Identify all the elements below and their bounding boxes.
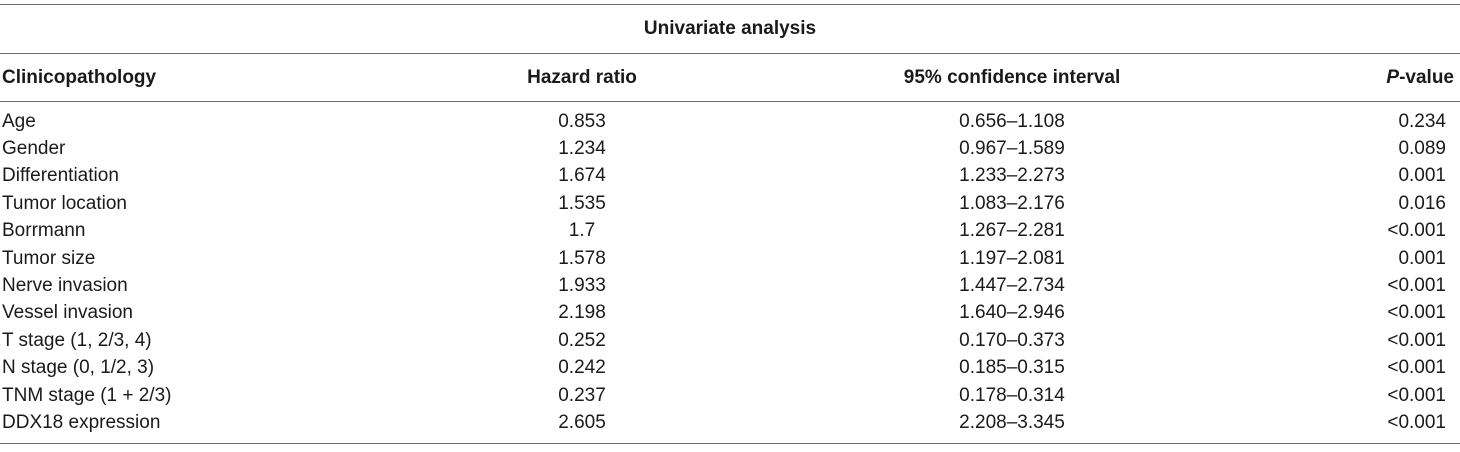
- table-row: Borrmann 1.7 1.267–2.281 <0.001: [0, 218, 1460, 245]
- table-row: Differentiation 1.674 1.233–2.273 0.001: [0, 163, 1460, 190]
- confidence-interval-cell: 1.640–2.946: [959, 302, 1065, 324]
- column-header-clinicopathology: Clinicopathology: [0, 53, 382, 102]
- row-name-cell: Gender: [2, 138, 66, 160]
- p-value-cell: 0.089: [1398, 138, 1446, 160]
- row-name-cell: Age: [2, 110, 36, 132]
- confidence-interval-cell: 2.208–3.345: [782, 409, 1242, 444]
- confidence-interval-cell: 0.178–0.314: [959, 384, 1065, 406]
- table-body: Age 0.853 0.656–1.108 0.234 Gender 1.234 0.967…: [0, 102, 1460, 444]
- hazard-ratio-cell: 1.674: [558, 165, 606, 187]
- table-row: TNM stage (1 + 2/3) 0.237 0.178–0.314 <0.00…: [0, 382, 1460, 409]
- row-name-cell: Vessel invasion: [2, 302, 133, 324]
- p-value-cell: <0.001: [1387, 302, 1446, 324]
- hazard-ratio-cell: 2.605: [382, 409, 782, 444]
- hazard-ratio-cell: 0.853: [558, 110, 606, 132]
- confidence-interval-cell: 0.170–0.373: [959, 329, 1065, 351]
- table-row: Tumor size 1.578 1.197–2.081 0.001: [0, 245, 1460, 272]
- hazard-ratio-cell: 1.578: [558, 247, 606, 269]
- row-name-cell: Tumor size: [2, 247, 96, 269]
- table-row: Nerve invasion 1.933 1.447–2.734 <0.001: [0, 272, 1460, 299]
- table-row: T stage (1, 2/3, 4) 0.252 0.170–0.373 <0.00…: [0, 327, 1460, 354]
- p-suffix: -value: [1399, 66, 1454, 88]
- group-header-row: Univariate analysis: [0, 5, 1460, 54]
- hazard-ratio-cell: 1.933: [558, 275, 606, 297]
- row-name-cell: N stage (0, 1/2, 3): [2, 357, 155, 379]
- p-value-cell: 0.016: [1398, 192, 1446, 214]
- p-value-cell: 0.001: [1398, 247, 1446, 269]
- p-value-cell: 0.234: [1398, 110, 1446, 132]
- confidence-interval-cell: 1.233–2.273: [959, 165, 1065, 187]
- table-row: N stage (0, 1/2, 3) 0.242 0.185–0.315 <0.00…: [0, 355, 1460, 382]
- table-row: Vessel invasion 2.198 1.640–2.946 <0.001: [0, 300, 1460, 327]
- confidence-interval-cell: 1.197–2.081: [959, 247, 1065, 269]
- row-name-cell: DDX18 expression: [0, 409, 382, 444]
- hazard-ratio-cell: 1.7: [568, 220, 596, 242]
- table-row: Gender 1.234 0.967–1.589 0.089: [0, 135, 1460, 162]
- top-rule: [0, 4, 1460, 5]
- row-name-cell: TNM stage (1 + 2/3): [2, 384, 172, 406]
- row-name-cell: T stage (1, 2/3, 4): [2, 329, 152, 351]
- confidence-interval-cell: 0.185–0.315: [959, 357, 1065, 379]
- table-row: Tumor location 1.535 1.083–2.176 0.016: [0, 190, 1460, 217]
- univariate-analysis-table: Univariate analysis Clinicopathology Haz…: [0, 4, 1460, 444]
- column-header-p-value: P-value: [1242, 53, 1460, 102]
- column-header-confidence-interval: 95% confidence interval: [782, 53, 1242, 102]
- p-value-cell: <0.001: [1387, 220, 1446, 242]
- p-italic: P: [1386, 66, 1400, 88]
- table-row: Age 0.853 0.656–1.108 0.234: [0, 102, 1460, 136]
- group-header: Univariate analysis: [0, 5, 1460, 54]
- confidence-interval-cell: 1.083–2.176: [959, 192, 1065, 214]
- p-value-cell: <0.001: [1387, 384, 1446, 406]
- confidence-interval-cell: 1.447–2.734: [959, 275, 1065, 297]
- confidence-interval-cell: 0.967–1.589: [959, 138, 1065, 160]
- confidence-interval-cell: 1.267–2.281: [959, 220, 1065, 242]
- p-value-cell: <0.001: [1387, 357, 1446, 379]
- column-header-hazard-ratio: Hazard ratio: [382, 53, 782, 102]
- hazard-ratio-cell: 0.242: [558, 357, 606, 379]
- hazard-ratio-cell: 1.234: [558, 138, 606, 160]
- row-name-cell: Borrmann: [2, 220, 86, 242]
- table-row: DDX18 expression 2.605 2.208–3.345 <0.001: [0, 409, 1460, 444]
- row-name-cell: Nerve invasion: [2, 275, 128, 297]
- hazard-ratio-cell: 0.237: [558, 384, 606, 406]
- hazard-ratio-cell: 1.535: [558, 192, 606, 214]
- row-name-cell: Differentiation: [2, 165, 119, 187]
- hazard-ratio-cell: 0.252: [558, 329, 606, 351]
- p-value-cell: <0.001: [1387, 329, 1446, 351]
- hazard-ratio-cell: 2.198: [558, 302, 606, 324]
- p-value-cell: 0.001: [1398, 165, 1446, 187]
- confidence-interval-cell: 0.656–1.108: [959, 110, 1065, 132]
- row-name-cell: Tumor location: [2, 192, 127, 214]
- column-header-row: Clinicopathology Hazard ratio 95% confid…: [0, 53, 1460, 102]
- p-value-cell: <0.001: [1242, 409, 1460, 444]
- p-value-cell: <0.001: [1387, 275, 1446, 297]
